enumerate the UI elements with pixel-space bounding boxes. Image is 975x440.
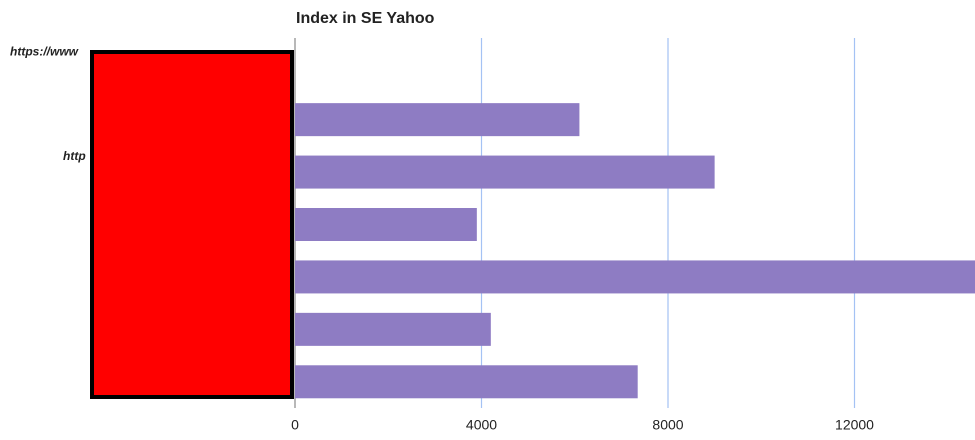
bar <box>295 260 975 294</box>
y-tick-label: http <box>63 149 86 163</box>
redaction-box <box>90 50 294 399</box>
bar <box>295 103 580 137</box>
x-tick-label: 4000 <box>466 417 497 433</box>
x-tick-label: 12000 <box>835 417 874 433</box>
bar <box>295 208 477 241</box>
y-tick-label: https://www <box>10 44 79 58</box>
x-tick-label: 0 <box>291 417 299 433</box>
bar <box>295 312 491 346</box>
chart-title: Index in SE Yahoo <box>296 10 435 27</box>
bar <box>295 365 638 399</box>
bar <box>295 155 715 189</box>
x-tick-label: 8000 <box>652 417 683 433</box>
